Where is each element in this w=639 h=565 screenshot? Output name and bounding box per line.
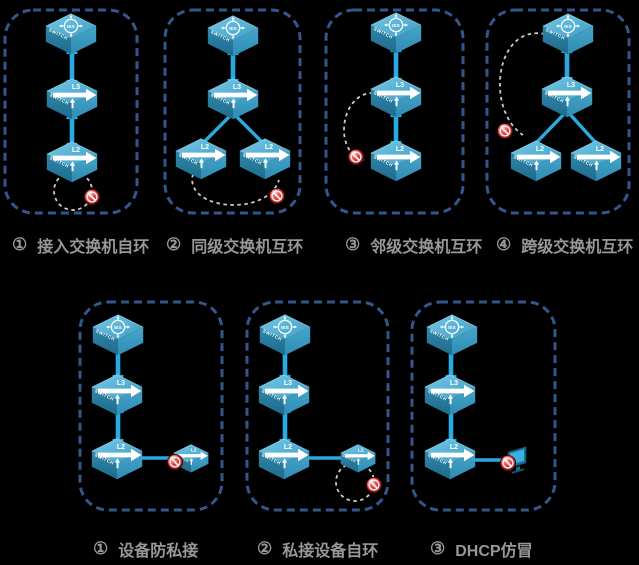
panel-border — [163, 8, 302, 215]
panel-border — [410, 300, 557, 512]
no-loop-icon — [166, 453, 184, 471]
l3-switch-icon — [208, 79, 258, 119]
l2-switch-icon — [47, 142, 97, 182]
caption-number: ① — [93, 539, 109, 558]
loop-dashed-arc — [499, 32, 546, 136]
panel-peer-switch-loop — [163, 8, 302, 215]
no-loop-icon — [496, 122, 514, 140]
panel-adjacent-level-switch-loop — [324, 8, 465, 215]
caption-number: ② — [166, 235, 182, 254]
panel-device-anti-private-connection — [78, 300, 224, 512]
loop-dashed-arc — [343, 92, 381, 161]
caption-label: 设备防私接 — [118, 543, 199, 560]
caption-access-switch-self-loop: ① 接入交换机自环 — [12, 233, 149, 257]
rogue-l2-switch-icon — [341, 445, 376, 473]
no-loop-icon — [83, 188, 101, 206]
caption-peer-switch-loop: ② 同级交换机互环 — [166, 233, 303, 257]
panel-private-device-self-loop — [245, 300, 390, 512]
l3-switch-icon — [542, 77, 592, 117]
panel-border — [245, 300, 390, 512]
ies-switch-icon — [93, 315, 143, 355]
ies-switch-icon — [543, 14, 593, 54]
caption-dhcp-spoofing: ③ DHCP仿冒 — [430, 537, 533, 561]
caption-label: 私接设备自环 — [282, 543, 379, 560]
caption-number: ④ — [496, 235, 512, 254]
no-loop-icon — [268, 187, 286, 205]
l3-switch-icon — [259, 375, 309, 415]
ies-switch-icon — [46, 14, 96, 54]
link-line — [199, 111, 235, 147]
caption-cross-level-switch-loop: ④ 跨级交换机互环 — [496, 233, 633, 257]
panel-border — [324, 8, 465, 215]
caption-label: 同级交换机互环 — [191, 239, 304, 256]
caption-number: ② — [257, 539, 273, 558]
link-line — [231, 111, 267, 147]
links — [199, 52, 267, 147]
l2-switch-icon — [425, 439, 475, 479]
l2-switch-icon — [371, 141, 421, 181]
link-line — [565, 109, 598, 145]
link-line — [534, 109, 569, 145]
caption-number: ③ — [345, 235, 361, 254]
no-loop-icon — [365, 476, 383, 494]
l2-switch-icon — [571, 141, 621, 181]
panel-cross-level-switch-loop — [485, 8, 631, 215]
caption-label: 接入交换机自环 — [37, 239, 150, 256]
ies-switch-icon — [260, 315, 310, 355]
ies-switch-icon — [208, 16, 258, 56]
panel-border — [485, 8, 631, 215]
l3-switch-icon — [92, 375, 142, 415]
l2-switch-icon — [176, 139, 226, 179]
caption-private-device-self-loop: ② 私接设备自环 — [257, 537, 378, 561]
ies-switch-icon — [371, 13, 421, 53]
l2-switch-icon — [259, 439, 309, 479]
l3-switch-icon — [371, 77, 421, 117]
panel-access-switch-self-loop — [3, 8, 139, 215]
caption-adjacent-level-switch-loop: ③ 邻级交换机互环 — [345, 233, 482, 257]
panel-border — [78, 300, 224, 512]
caption-device-anti-private-connection: ① 设备防私接 — [93, 537, 198, 561]
l2-switch-icon — [92, 439, 142, 479]
links — [534, 50, 598, 145]
l2-switch-icon — [511, 141, 561, 181]
panel-dhcp-spoofing — [410, 300, 557, 512]
caption-label: 跨级交换机互环 — [521, 239, 634, 256]
l3-switch-icon — [425, 375, 475, 415]
l3-switch-icon — [47, 79, 97, 119]
caption-number: ① — [12, 235, 28, 254]
caption-label: 邻级交换机互环 — [370, 239, 483, 256]
l2-switch-icon — [240, 139, 290, 179]
caption-label: DHCP仿冒 — [455, 543, 533, 560]
no-loop-icon — [347, 148, 365, 166]
no-loop-icon — [499, 454, 517, 472]
caption-number: ③ — [430, 539, 446, 558]
ies-switch-icon — [427, 315, 477, 355]
